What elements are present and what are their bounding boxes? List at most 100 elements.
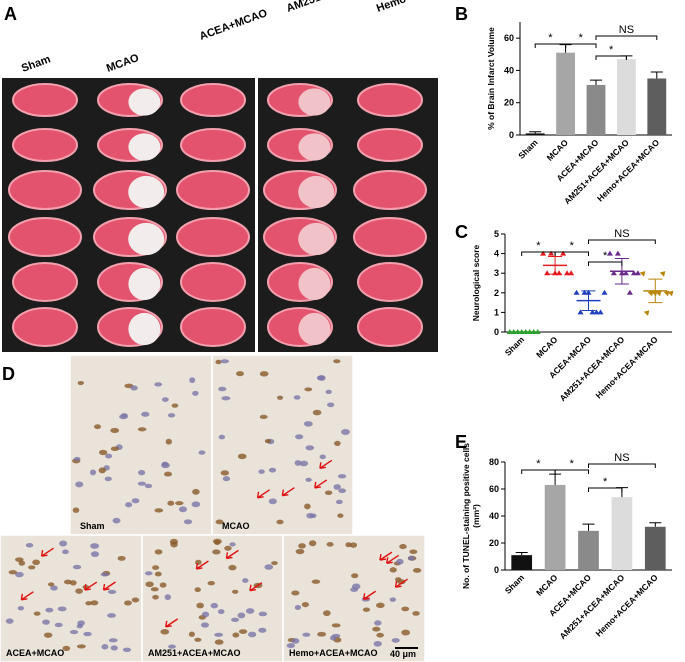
x-tick-label: AM251+ACEA+MCAO <box>557 334 626 403</box>
y-tick-label: 0 <box>509 130 514 140</box>
cell <box>397 579 406 585</box>
cell <box>5 618 14 624</box>
point <box>614 250 621 256</box>
arrow <box>102 581 116 591</box>
error-bar <box>649 522 662 527</box>
bar <box>644 526 666 570</box>
x-tick-label: Hemo+ACEA+MCAO <box>594 572 660 638</box>
arrow <box>386 554 400 564</box>
bar <box>544 484 566 570</box>
cell <box>330 635 337 641</box>
cell <box>341 428 350 435</box>
brain-slice <box>176 217 250 257</box>
cell <box>231 589 239 594</box>
cell <box>42 619 50 625</box>
cell <box>305 477 312 482</box>
bar <box>556 52 576 135</box>
cell <box>259 414 268 419</box>
scale-bar-label: 40 μm <box>390 649 416 659</box>
cell <box>237 612 246 619</box>
cell <box>77 380 84 386</box>
y-tick-label: 0 <box>494 565 499 575</box>
y-tick-label: 4 <box>494 249 499 259</box>
cell <box>159 582 167 588</box>
cell <box>90 600 99 606</box>
sd-bar <box>548 256 563 275</box>
brain-slice <box>180 262 246 302</box>
cell <box>110 645 118 651</box>
point <box>606 250 613 256</box>
infarct <box>128 312 161 346</box>
cell <box>32 559 41 566</box>
cell <box>137 427 147 432</box>
cell <box>305 445 315 451</box>
cell <box>15 571 24 578</box>
cell <box>137 481 147 486</box>
cell <box>237 453 247 460</box>
cell <box>191 501 201 508</box>
cell <box>50 585 58 591</box>
panel-label: A <box>4 4 17 24</box>
cell <box>220 359 230 364</box>
significance-bracket <box>554 469 589 474</box>
cell <box>192 390 199 396</box>
point <box>581 289 588 295</box>
point <box>577 309 584 315</box>
arrow <box>20 591 34 601</box>
x-tick-label: Sham <box>516 137 540 161</box>
photo-divider <box>255 78 258 352</box>
cell <box>264 564 274 570</box>
cell <box>312 409 322 416</box>
cell <box>72 507 80 513</box>
point <box>643 310 650 316</box>
cell <box>75 481 84 488</box>
cell <box>302 632 311 637</box>
cell <box>62 549 69 555</box>
significance-bracket <box>521 469 556 474</box>
brain-slice <box>8 170 82 210</box>
cell <box>248 631 257 638</box>
y-tick-label: 60 <box>489 484 499 494</box>
micrograph <box>141 534 284 662</box>
image-label: AM251+ACEA+MCAO <box>148 648 241 658</box>
cell <box>144 483 153 489</box>
cell <box>217 609 225 615</box>
cell <box>152 565 160 570</box>
cell <box>72 564 82 570</box>
arrow <box>394 578 408 588</box>
cell <box>334 440 341 447</box>
arrow <box>362 590 377 600</box>
cell <box>154 508 164 513</box>
cell <box>90 551 100 558</box>
x-tick-label: Sham <box>503 572 527 596</box>
column-label: ACEA+MCAO <box>198 7 269 43</box>
cell <box>376 602 385 609</box>
point <box>622 270 629 276</box>
cell <box>295 434 304 440</box>
infarct <box>128 88 161 116</box>
cell <box>238 629 248 634</box>
point <box>548 250 555 256</box>
infarct <box>298 267 331 301</box>
brain-slice <box>12 307 78 347</box>
cell <box>125 502 133 508</box>
cell <box>303 421 313 427</box>
image-label: MCAO <box>222 521 250 531</box>
significance-label: * <box>570 240 575 252</box>
infarct <box>298 222 335 256</box>
brain-slice <box>357 307 423 347</box>
significance-label: * <box>579 32 584 44</box>
cell <box>396 558 404 565</box>
cell <box>83 631 92 637</box>
cell <box>107 589 117 594</box>
significance-label: * <box>536 240 541 252</box>
cell <box>131 498 140 504</box>
point <box>655 290 662 297</box>
cell <box>212 549 221 555</box>
point <box>593 309 600 315</box>
brain-slice <box>180 307 246 347</box>
arrow <box>379 551 393 561</box>
cell <box>196 602 204 609</box>
bar <box>647 78 667 135</box>
image-label: Hemo+ACEA+MCAO <box>289 648 378 658</box>
